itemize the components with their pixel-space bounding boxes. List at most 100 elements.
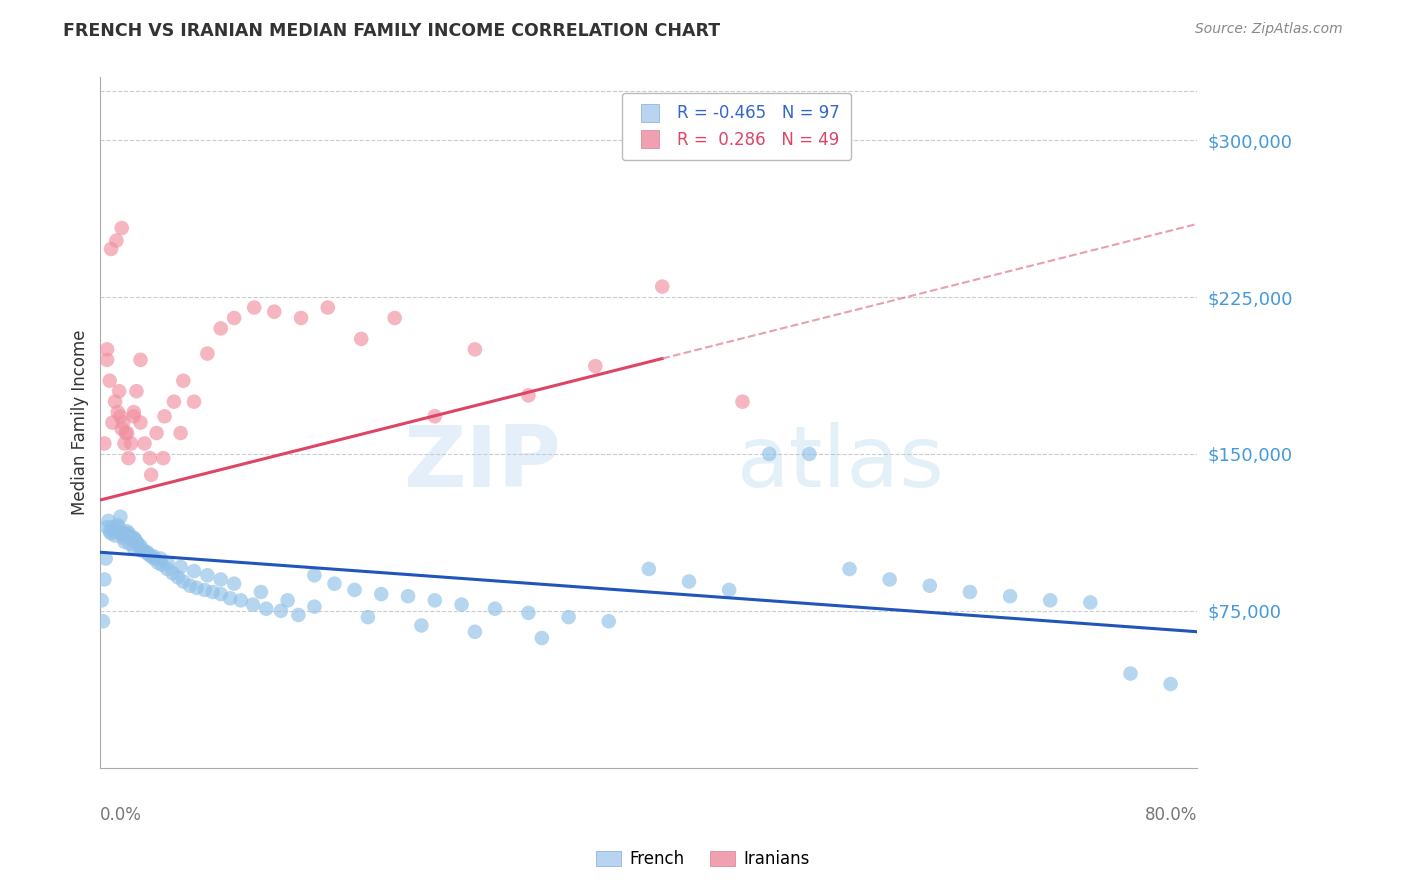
Point [959,585,981,599]
Text: atlas: atlas [737,423,945,506]
Point [117,451,139,466]
Point [183,394,205,409]
Point [316,301,339,315]
Point [111,526,134,541]
Text: 80.0%: 80.0% [1144,805,1198,823]
Point [270,604,292,618]
Point [384,310,406,325]
Point [229,593,252,607]
Text: 0.0%: 0.0% [100,805,142,823]
Point [139,451,162,466]
Point [1078,595,1101,609]
Point [464,343,486,357]
Point [1039,593,1062,607]
Point [100,242,122,256]
Point [530,631,553,645]
Point [141,549,163,564]
Point [127,537,149,551]
Point [172,374,194,388]
Y-axis label: Median Family Income: Median Family Income [72,330,89,516]
Point [224,576,246,591]
Point [91,615,114,629]
Point [104,394,127,409]
Point [287,607,309,622]
Point [134,436,156,450]
Point [142,549,165,564]
Point [718,582,741,597]
Point [194,582,217,597]
Point [183,564,205,578]
Point [145,425,167,440]
Point [323,576,346,591]
Point [110,409,132,424]
Point [117,526,139,541]
Point [112,531,135,545]
Point [142,551,165,566]
Point [1160,677,1182,691]
Point [115,425,138,440]
Point [105,234,128,248]
Point [110,524,132,539]
Point [357,610,380,624]
Point [114,425,136,440]
Point [517,388,540,402]
Point [96,343,118,357]
Point [118,537,141,551]
Point [114,526,136,541]
Point [153,409,176,424]
Point [396,589,419,603]
Point [304,599,326,614]
Point [111,221,134,235]
Point [219,591,242,606]
Point [98,524,121,539]
Point [112,416,135,430]
Point [1119,666,1142,681]
Point [172,574,194,589]
Point [423,409,446,424]
Point [129,539,152,553]
Point [118,528,141,542]
Point [169,560,191,574]
Point [96,520,118,534]
Point [263,304,285,318]
Point [146,556,169,570]
Point [141,467,163,482]
Point [758,447,780,461]
Point [209,321,232,335]
Point [108,520,131,534]
Point [464,624,486,639]
Point [243,301,266,315]
Point [195,346,218,360]
Point [254,601,277,615]
Point [121,533,143,547]
Point [304,568,326,582]
Point [411,618,433,632]
Text: Source: ZipAtlas.com: Source: ZipAtlas.com [1195,22,1343,37]
Point [209,587,232,601]
Point [195,568,218,582]
Point [129,416,152,430]
Point [125,534,148,549]
Point [583,359,606,373]
Point [678,574,700,589]
Point [104,528,127,542]
Point [124,533,146,547]
Point [120,436,142,450]
Point [918,579,941,593]
Point [107,518,129,533]
Point [101,520,124,534]
Point [114,436,136,450]
Point [169,425,191,440]
Point [557,610,579,624]
Point [162,566,184,581]
Point [201,585,224,599]
Point [135,545,157,559]
Point [484,601,506,615]
Point [370,587,392,601]
Text: ZIP: ZIP [404,423,561,506]
Point [167,570,190,584]
Point [94,551,117,566]
Point [224,310,246,325]
Point [105,524,128,539]
Point [129,543,152,558]
